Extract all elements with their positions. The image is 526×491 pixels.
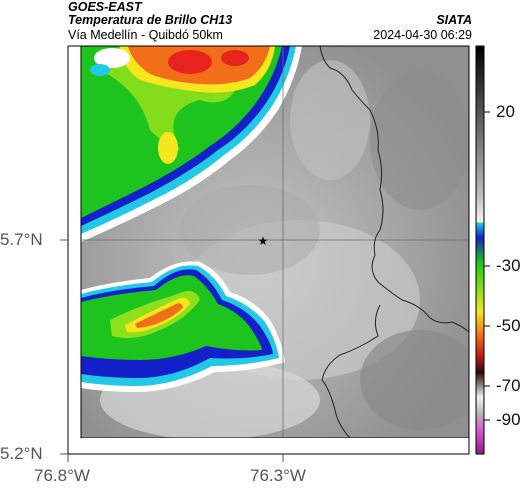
- storm-cell-south: [81, 261, 285, 392]
- colorbar-label: -90: [496, 410, 521, 429]
- y-tick-label: 5.7°N: [0, 230, 43, 249]
- storm-cell-north: [81, 46, 302, 242]
- colorbar-label: -30: [496, 256, 521, 275]
- region-label: Vía Medellín - Quibdó 50km: [68, 28, 223, 42]
- colorbar: [475, 45, 485, 455]
- x-tick-label: 76.8°W: [34, 466, 90, 485]
- boundary-line: [319, 46, 469, 333]
- product-name: Temperatura de Brillo CH13: [68, 13, 233, 27]
- y-tick-label: 5.2°N: [0, 444, 43, 463]
- subtitle-row: Vía Medellín - Quibdó 50km 2024-04-30 06…: [68, 28, 472, 42]
- colorbar-label: 20: [496, 102, 515, 121]
- x-tick-label: 76.3°W: [250, 466, 306, 485]
- product-title: Temperatura de Brillo CH13 SIATA: [68, 13, 472, 27]
- timestamp-label: 2024-04-30 06:29: [373, 28, 472, 42]
- boundary-line: [321, 304, 381, 438]
- brand-label: SIATA: [436, 13, 472, 27]
- colorbar-label: -50: [496, 316, 521, 335]
- colorbar-label: -70: [496, 376, 521, 395]
- star-icon: ★: [258, 234, 269, 248]
- satellite-title: GOES-EAST: [68, 0, 142, 14]
